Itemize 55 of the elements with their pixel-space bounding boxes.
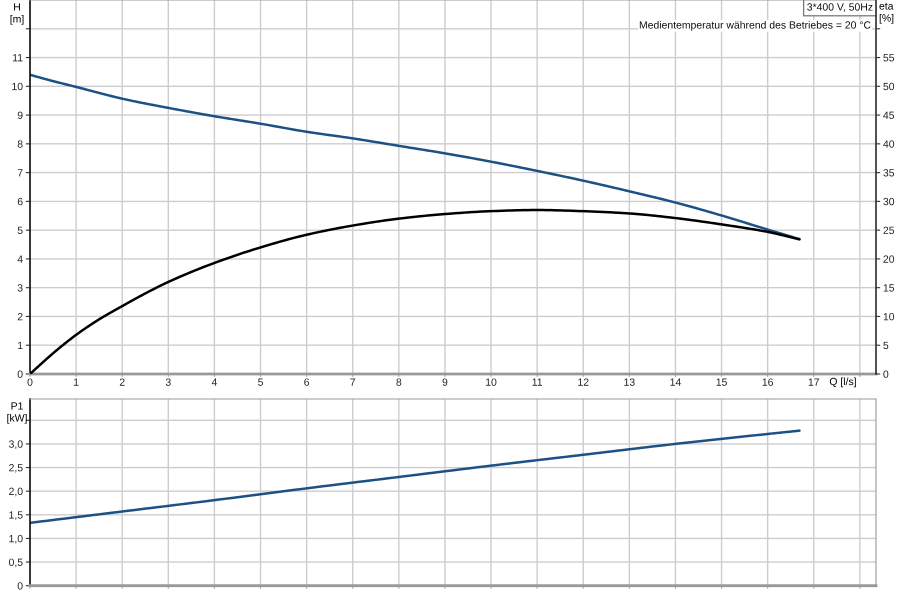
y2-tick-label: 50 <box>883 82 894 90</box>
y2-tick-label: 5 <box>883 342 888 350</box>
y-tick-label: 0 <box>18 370 23 378</box>
y2-tick-label: 20 <box>883 255 894 263</box>
x-tick-label: 1 <box>74 378 78 386</box>
x-tick-label: 5 <box>258 378 263 386</box>
y-tick-label: 3,0 <box>8 440 23 450</box>
x-tick-label: 2 <box>120 378 125 386</box>
y-tick-label: 1 <box>18 342 23 350</box>
annotation: 3*400 V, 50Hz <box>807 3 872 12</box>
y-tick-label: 1,0 <box>9 534 23 544</box>
y-tick-label: 10 <box>12 82 23 90</box>
x-tick-label: 14 <box>670 378 681 386</box>
y2-tick-label: 15 <box>884 284 894 292</box>
x-tick-label: 15 <box>716 378 727 386</box>
y2-axis-title: eta [%] <box>879 2 894 24</box>
y-tick-label: 0,5 <box>8 558 23 568</box>
y-tick-label: 9 <box>18 112 23 119</box>
y2-tick-label: 55 <box>883 54 894 62</box>
y-tick-label: 8 <box>18 140 23 148</box>
x-tick-label: 17 <box>808 378 820 386</box>
x-tick-label: 8 <box>396 378 402 386</box>
y2-tick-label: 10 <box>884 312 894 320</box>
y-tick-label: 2,0 <box>9 488 23 496</box>
x-tick-label: 9 <box>442 378 448 386</box>
x-tick-label: 0 <box>28 378 32 386</box>
y2-tick-label: 25 <box>883 226 894 234</box>
x-tick-label: 16 <box>762 378 773 386</box>
y2-tick-label: 45 <box>883 112 894 119</box>
annotation: Medientemperatur während des Betriebes = 20 °C <box>640 21 871 31</box>
x-tick-label: 13 <box>624 378 635 386</box>
y2-tick-label: 35 <box>883 169 894 176</box>
y-tick-label: 7 <box>18 169 23 176</box>
y-tick-label: 2 <box>18 312 23 320</box>
x-tick-label: 11 <box>532 378 542 386</box>
x-tick-label: 4 <box>212 378 218 386</box>
x-tick-label: 6 <box>304 378 310 386</box>
y-tick-label: 1,5 <box>9 511 23 520</box>
y-axis-title: P1 [kW] <box>7 402 27 424</box>
x-axis-title: Q [l/s] <box>830 378 856 388</box>
y-axis-title: H [m] <box>10 3 24 25</box>
x-tick-label: 7 <box>350 378 356 386</box>
y2-tick-label: 30 <box>883 198 894 206</box>
y-tick-label: 4 <box>18 256 23 263</box>
y-tick-label: 6 <box>18 198 23 206</box>
x-tick-label: 3 <box>166 378 171 386</box>
y-tick-label: 11 <box>13 54 23 62</box>
y-tick-label: 2,5 <box>9 464 23 473</box>
y2-tick-label: 40 <box>883 140 894 148</box>
y-tick-label: 3 <box>18 284 23 292</box>
y-tick-label: 5 <box>18 226 23 234</box>
x-tick-label: 12 <box>578 378 589 386</box>
y2-tick-label: 0 <box>883 370 888 378</box>
x-tick-label: 10 <box>486 378 496 386</box>
y-tick-label: 0 <box>18 582 23 590</box>
